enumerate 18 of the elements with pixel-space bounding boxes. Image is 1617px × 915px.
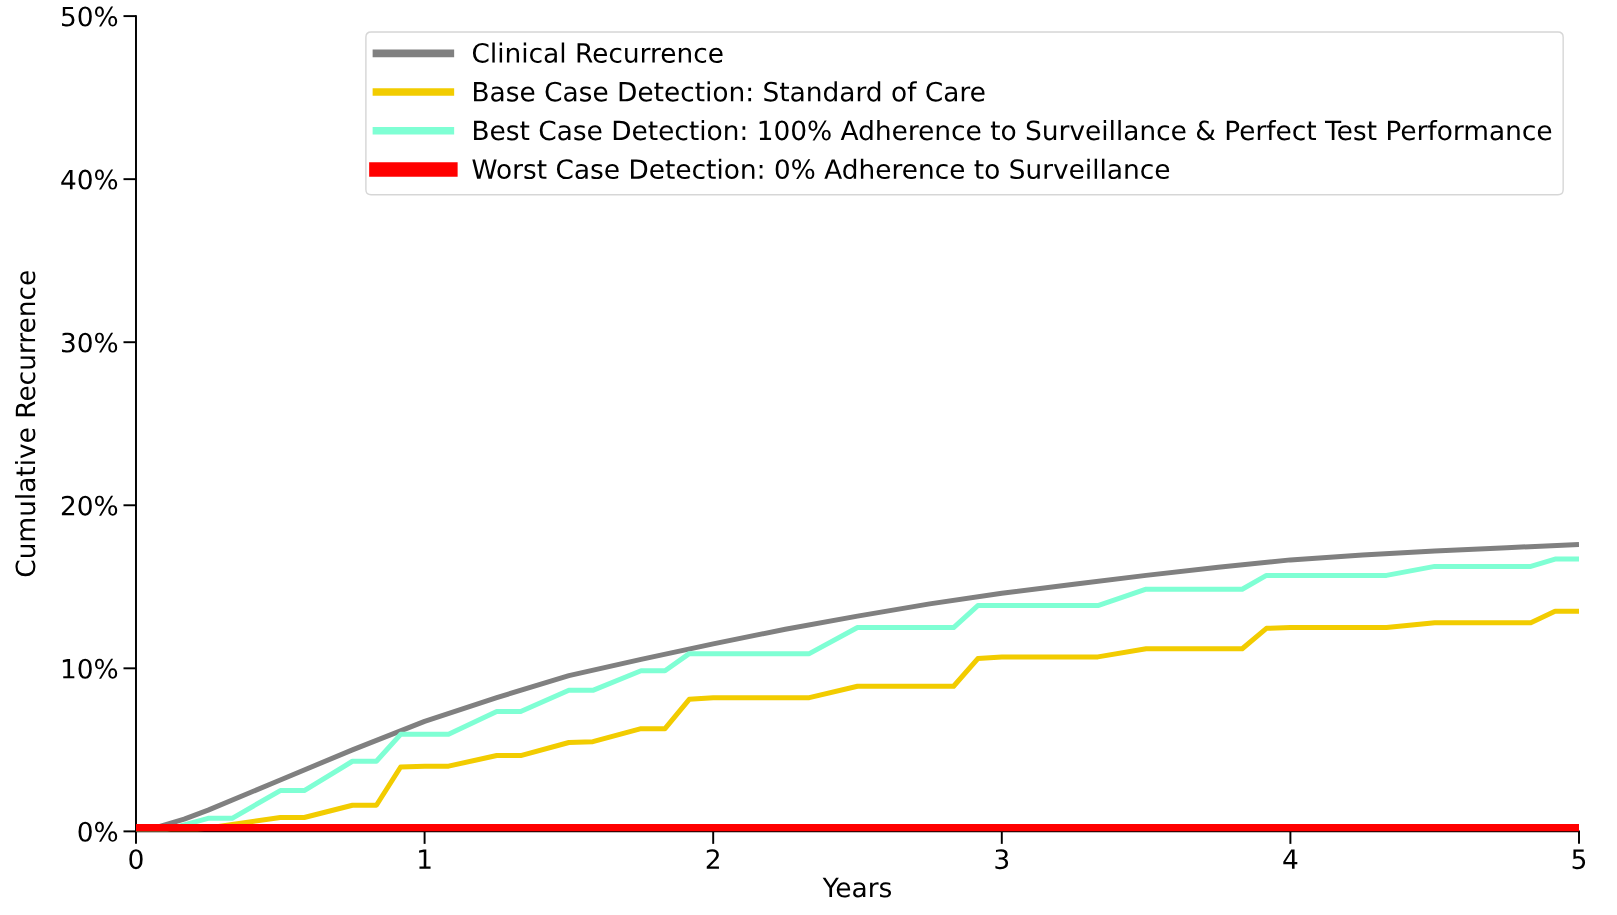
x-tick-label: 3 bbox=[995, 849, 1009, 870]
legend-label: Best Case Detection: 100% Adherence to Surveillance & Perfect Test Performance bbox=[474, 119, 1552, 141]
legend-label: Clinical Recurrence bbox=[472, 42, 723, 63]
x-tick-label: 0 bbox=[129, 849, 143, 870]
y-tick-label: 50% bbox=[62, 6, 118, 27]
y-tick-label: 20% bbox=[61, 495, 118, 516]
x-axis-title: Years bbox=[822, 877, 892, 898]
legend-label: Worst Case Detection: 0% Adherence to Surveillance bbox=[472, 158, 1170, 180]
x-tick-label: 4 bbox=[1283, 849, 1298, 869]
legend-label: Base Case Detection: Standard of Care bbox=[474, 81, 985, 102]
x-tick-label: 1 bbox=[419, 849, 431, 869]
x-tick-label: 5 bbox=[1572, 849, 1586, 870]
x-tick-label: 2 bbox=[706, 849, 719, 869]
y-tick-label: 0% bbox=[78, 821, 118, 842]
y-tick-label: 30% bbox=[61, 332, 118, 353]
y-axis-title: Cumulative Recurrence bbox=[14, 271, 36, 577]
y-tick-label: 40% bbox=[61, 169, 118, 190]
y-tick-label: 10% bbox=[62, 658, 118, 679]
